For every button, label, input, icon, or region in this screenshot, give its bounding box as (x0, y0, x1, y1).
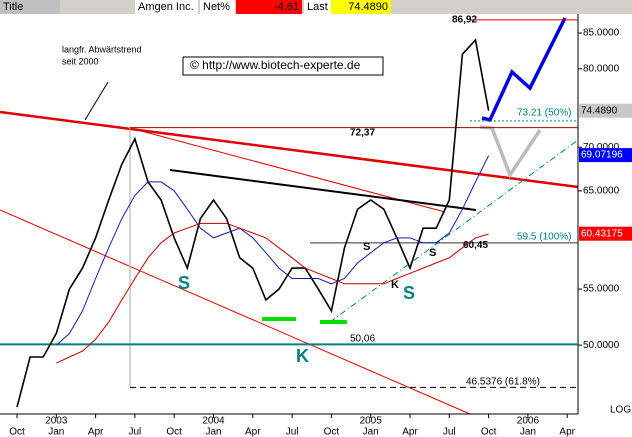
level-label: 50,06 (350, 334, 375, 345)
x-tick-label: Jan (48, 427, 64, 437)
long-trend (0, 110, 579, 189)
level-label: 73.21 (50%) (517, 108, 571, 119)
x-tick-label: Jan (363, 427, 379, 437)
level-label: 72,37 (350, 128, 375, 139)
y-tick-label: 85.0000 (583, 28, 620, 39)
y-tick-label: 50.0000 (583, 340, 620, 351)
series-line (55, 155, 490, 346)
trend-thin (0, 209, 471, 415)
title: Title (0, 0, 60, 14)
leader-line (84, 81, 109, 121)
x-tick-label: Oct (324, 427, 340, 437)
level-label: 60,45 (463, 240, 488, 251)
x-tick-label: Apr (245, 427, 261, 437)
annotation: K (391, 279, 399, 291)
x-tick-label: Oct (481, 427, 497, 437)
x-tick-label: Jul (443, 427, 456, 437)
x-tick-label: Apr (559, 427, 575, 437)
x-tick-label: Jan (205, 427, 221, 437)
x-tick-label: Apr (402, 427, 418, 437)
last-value: 74.4890 (331, 0, 391, 14)
year-label: 2004 (202, 416, 225, 427)
series-line (16, 38, 490, 408)
axis-marker (579, 226, 632, 241)
y-tick-label: 65.0000 (583, 185, 620, 196)
annotation: langfr. Abwärtstrend (62, 44, 142, 54)
symbol-name: Amgen Inc. (135, 0, 198, 14)
annotation: S (363, 241, 370, 253)
x-tick-label: Oct (166, 427, 182, 437)
plot-area (0, 14, 578, 414)
forecast-up (481, 17, 567, 123)
annotation: seit 2000 (62, 56, 99, 66)
axis-marker-label: 60.43175 (581, 228, 623, 239)
annotation: S (429, 247, 436, 259)
year-label: 2003 (45, 416, 68, 427)
x-tick-label: Oct (9, 427, 25, 437)
x-tick-label: Jul (286, 427, 299, 437)
level-label: 59.5 (100%) (517, 232, 571, 243)
series-line (56, 222, 489, 364)
level-label: 46.5376 (61.8%) (466, 377, 540, 388)
annotation: LOG (610, 405, 631, 416)
axis-marker (579, 148, 632, 163)
last-label: Last (304, 0, 331, 14)
annotation: S (178, 273, 190, 293)
support-line (329, 139, 579, 323)
net-label: Net% (200, 0, 235, 14)
year-label: 2006 (517, 416, 540, 427)
y-tick-label: 55.0000 (583, 284, 620, 295)
year-label: 2005 (360, 416, 383, 427)
annotation: © http://www.biotech-experte.de (190, 58, 361, 72)
trend-thin (129, 127, 446, 213)
x-tick-label: Jul (129, 427, 142, 437)
axis-marker-label: 74.4890 (581, 105, 618, 116)
neckline (169, 169, 477, 211)
axis-marker-label: 69.07196 (581, 150, 623, 161)
axis-marker (579, 103, 632, 118)
level-label: 86,92 (452, 15, 477, 26)
copyright-box (182, 56, 384, 76)
annotation: S (403, 283, 415, 303)
net-value: -4.61 (236, 0, 302, 14)
annotation: K (296, 346, 309, 366)
y-tick-label: 80.0000 (583, 63, 620, 74)
x-tick-label: Jan (520, 427, 536, 437)
x-tick-label: Apr (88, 427, 104, 437)
y-tick-label: 70.0000 (583, 142, 620, 153)
header-bar: Title Amgen Inc. Net% -4.61 Last 74.4890 (0, 0, 632, 14)
trendlines (0, 17, 579, 415)
